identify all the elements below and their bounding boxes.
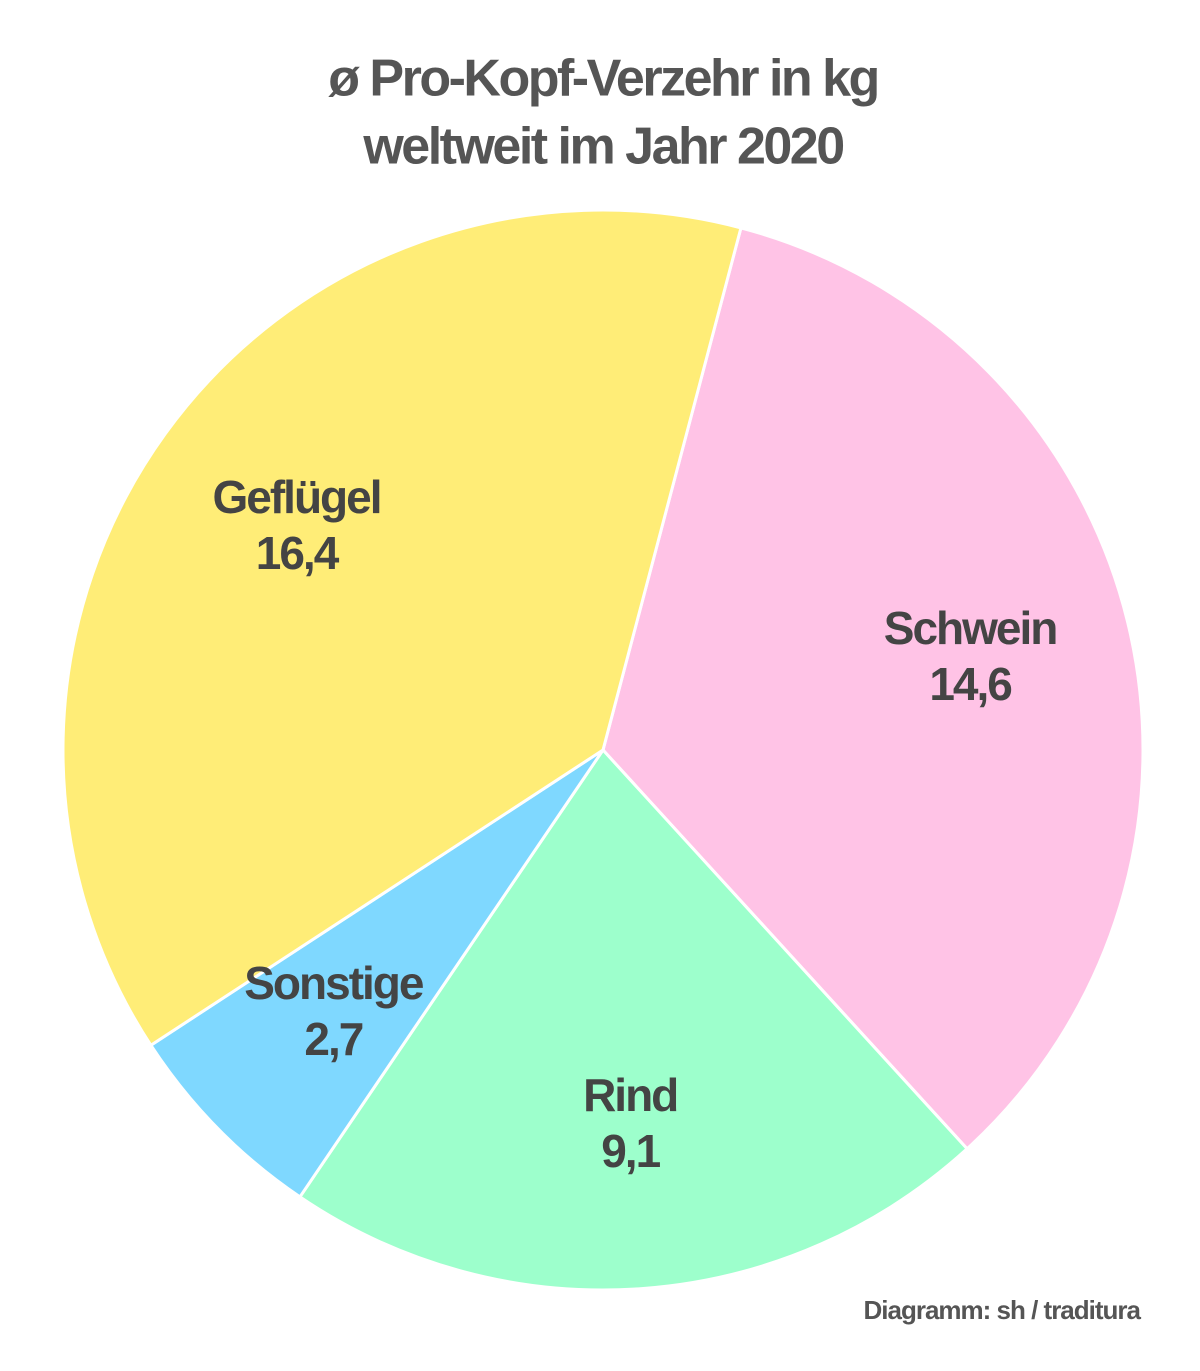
slice-label: Schwein — [884, 602, 1057, 654]
value-label: 16,4 — [256, 527, 340, 579]
chart-title: ø Pro-Kopf-Verzehr in kg — [328, 50, 878, 108]
slice-label: Rind — [583, 1069, 677, 1121]
slice — [297, 747, 970, 1292]
slice-label: Sonstige — [244, 957, 424, 1009]
slice — [61, 208, 743, 1048]
slice — [601, 226, 1145, 1151]
value-label: 9,1 — [601, 1125, 660, 1177]
chart-title: weltweit im Jahr 2020 — [362, 118, 843, 176]
slice-label: Geflügel — [213, 471, 381, 523]
value-label: 2,7 — [304, 1013, 362, 1065]
slice — [148, 748, 605, 1199]
source: Diagramm: sh / traditura — [863, 1295, 1141, 1325]
value-label: 14,6 — [929, 658, 1011, 710]
pie — [61, 208, 1145, 1292]
